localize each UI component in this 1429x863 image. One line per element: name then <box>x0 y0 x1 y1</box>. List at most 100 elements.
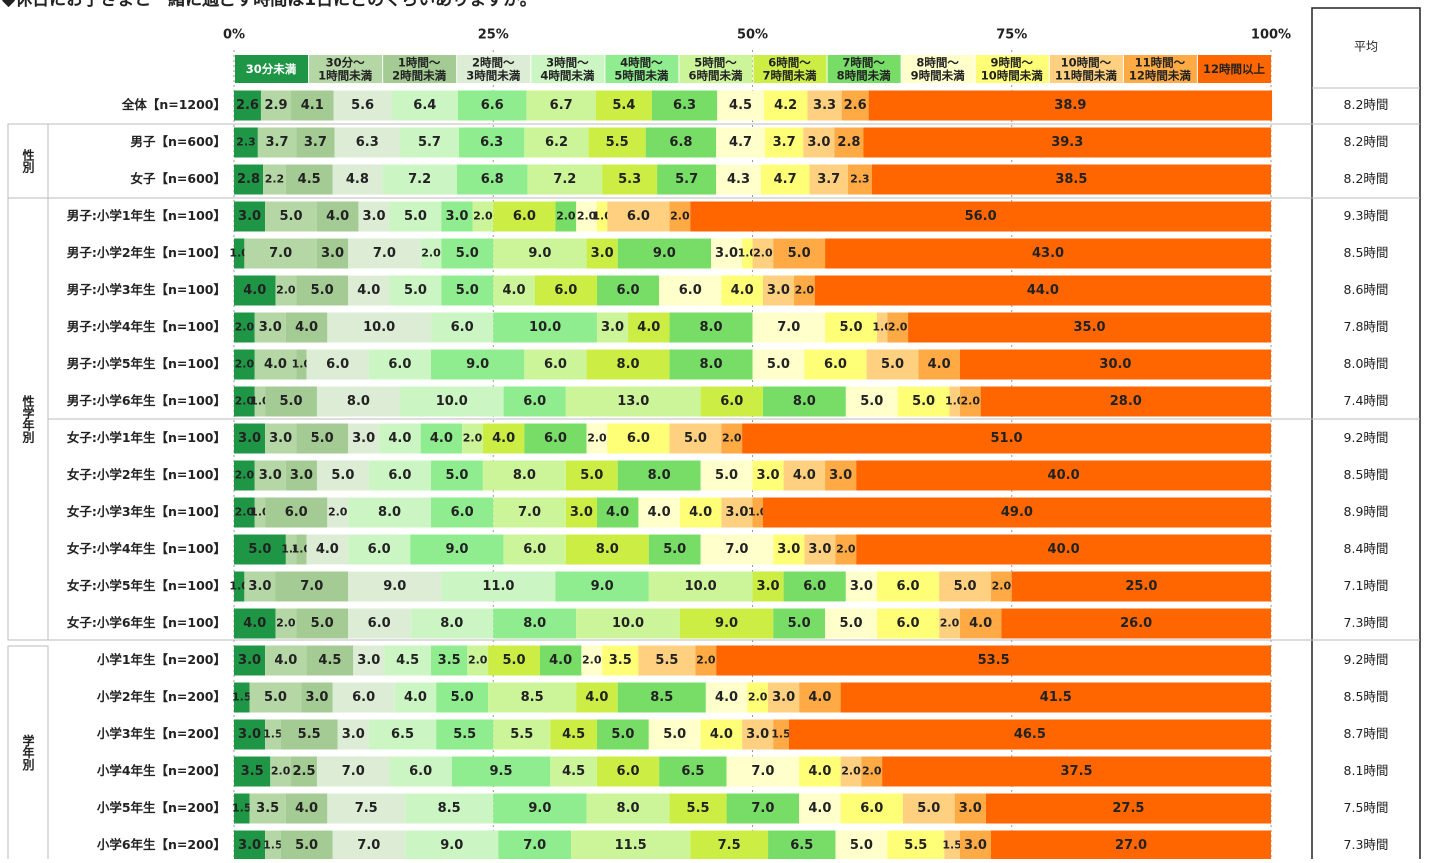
bar-segment <box>234 719 266 750</box>
bar-segment <box>705 682 748 713</box>
value-label: 6.0 <box>523 542 546 557</box>
bar-segment <box>834 127 864 158</box>
value-label: 9.5 <box>490 764 513 779</box>
bar-segment <box>840 756 862 787</box>
value-label: 6.0 <box>409 764 432 779</box>
row-label: 男子:小学5年生【n=100】 <box>67 356 226 371</box>
bar-segment <box>405 830 499 861</box>
bar-segment <box>651 90 718 121</box>
bar-segment <box>348 608 411 639</box>
value-label: 6.5 <box>391 727 414 742</box>
value-label: 5.5 <box>655 653 678 668</box>
bar-segment <box>550 756 597 787</box>
bar-segment <box>234 645 266 676</box>
legend-label: 9時間～ 10時間未満 <box>981 55 1044 82</box>
bar-segment <box>887 312 909 343</box>
legend-line: 7時間未満 <box>763 68 818 82</box>
bar-segment <box>742 719 774 750</box>
bar-segment <box>669 349 753 380</box>
value-label: 7.0 <box>269 246 292 261</box>
value-label: 4.0 <box>549 653 572 668</box>
value-label: 40.0 <box>1048 542 1080 557</box>
bar-segment <box>762 275 794 306</box>
value-label: 2.8 <box>237 172 260 187</box>
bar-segment <box>431 645 468 676</box>
value-label: 3.7 <box>817 172 840 187</box>
legend-line: 9時間未満 <box>911 68 966 82</box>
bar-segment <box>254 312 286 343</box>
bar-segment <box>368 349 432 380</box>
legend-swatch <box>1049 55 1123 83</box>
bar-segment <box>959 349 1271 380</box>
value-label: 5.7 <box>418 135 441 150</box>
value-label: 6.0 <box>352 690 375 705</box>
bar-segment <box>254 497 266 528</box>
bar-segment <box>316 460 369 491</box>
value-label: 4.0 <box>731 283 754 298</box>
legend-label: 7時間～ 8時間未満 <box>837 55 892 82</box>
value-label: 5.0 <box>917 801 940 816</box>
value-label: 2.0 <box>795 284 815 297</box>
value-label: 2.0 <box>556 210 576 223</box>
group-label: 性学年別 <box>21 394 35 444</box>
bar-segment <box>959 608 1002 639</box>
value-label: 2.0 <box>276 284 296 297</box>
value-label: 11.0 <box>482 579 514 594</box>
legend-swatch <box>383 55 457 83</box>
bar-segment <box>389 201 442 232</box>
bar-segment <box>944 830 960 861</box>
value-label: 4.5 <box>396 653 419 668</box>
bar-segment <box>764 127 804 158</box>
value-label: 4.7 <box>774 172 797 187</box>
value-label: 5.0 <box>311 616 334 631</box>
bar-segment <box>234 460 255 491</box>
bar-segment <box>555 571 649 602</box>
average-value: 8.9時間 <box>1344 504 1389 519</box>
row-label: 女子:小学2年生【n=100】 <box>67 467 226 482</box>
value-label: 3.0 <box>767 283 790 298</box>
bar-segment <box>565 497 597 528</box>
value-label: 5.0 <box>611 727 634 742</box>
bar-segment <box>260 90 292 121</box>
value-label: 46.5 <box>1014 727 1046 742</box>
value-label: 9.0 <box>445 542 468 557</box>
value-label: 3.0 <box>352 431 375 446</box>
bar-segment <box>717 90 764 121</box>
bar-segment <box>788 719 1271 750</box>
bar-segment <box>607 201 670 232</box>
value-label: 4.0 <box>648 505 671 520</box>
value-label: 3.0 <box>238 431 261 446</box>
legend-line: 12時間以上 <box>1203 62 1266 76</box>
value-label: 13.0 <box>617 394 649 409</box>
value-label: 8.0 <box>378 505 401 520</box>
row-label: 全体【n=1200】 <box>121 97 226 112</box>
bar-segment <box>716 127 765 158</box>
bar-segment <box>586 349 670 380</box>
value-label: 5.5 <box>510 727 533 742</box>
bar-segment <box>337 719 369 750</box>
value-label: 5.0 <box>404 209 427 224</box>
bar-segment <box>581 645 603 676</box>
value-label: 1.0 <box>748 506 768 519</box>
value-label: 5.0 <box>451 690 474 705</box>
legend-label: 11時間～ 12時間未満 <box>1129 55 1192 82</box>
bar-segment <box>410 534 504 565</box>
bar-segment <box>234 756 271 787</box>
value-label: 2.3 <box>236 136 256 149</box>
group-box <box>7 197 49 641</box>
bar-segment <box>721 275 763 306</box>
bar-segment <box>316 201 359 232</box>
value-label: 2.0 <box>722 432 742 445</box>
bar-segment <box>254 386 266 417</box>
value-label: 4.5 <box>298 172 321 187</box>
value-label: 3.7 <box>304 135 327 150</box>
bar-segment <box>457 90 527 121</box>
legend-label: 1時間～ 2時間未満 <box>392 55 447 82</box>
row-label: 小学1年生【n=200】 <box>96 652 226 667</box>
value-label: 6.0 <box>388 357 411 372</box>
value-label: 7.5 <box>355 801 378 816</box>
bar-segment <box>285 312 328 343</box>
bar-segment <box>234 312 255 343</box>
value-label: 1.5 <box>263 839 283 852</box>
value-label: 1.0 <box>250 506 270 519</box>
